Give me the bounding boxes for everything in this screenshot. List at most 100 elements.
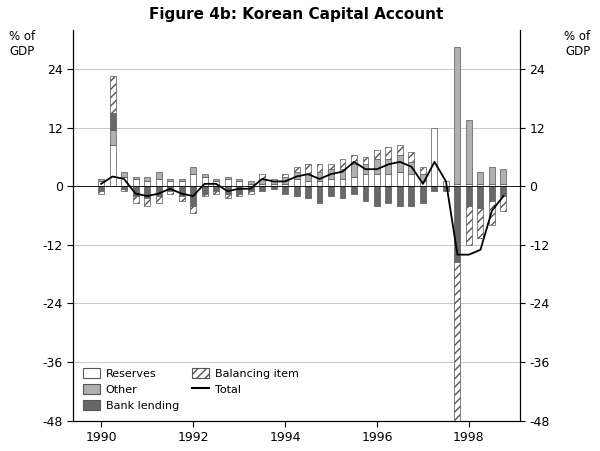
Bar: [431, 128, 437, 186]
Bar: [374, 186, 380, 206]
Bar: [374, 174, 380, 186]
Bar: [362, 164, 368, 174]
Bar: [500, 184, 506, 186]
Bar: [443, 186, 449, 191]
Bar: [133, 186, 139, 196]
Bar: [282, 176, 288, 184]
Bar: [133, 196, 139, 203]
Bar: [362, 157, 368, 164]
Bar: [271, 186, 277, 189]
Bar: [213, 181, 219, 186]
Bar: [190, 186, 196, 206]
Bar: [454, 262, 460, 451]
Bar: [155, 186, 161, 196]
Bar: [409, 152, 415, 162]
Bar: [478, 208, 484, 238]
Bar: [420, 167, 426, 174]
Bar: [489, 184, 495, 186]
Bar: [362, 174, 368, 186]
Bar: [466, 184, 472, 186]
Bar: [351, 176, 357, 186]
Bar: [305, 164, 311, 174]
Bar: [213, 179, 219, 181]
Bar: [420, 186, 426, 203]
Bar: [305, 186, 311, 198]
Bar: [282, 174, 288, 176]
Bar: [236, 181, 242, 186]
Bar: [144, 181, 150, 186]
Bar: [340, 169, 346, 179]
Bar: [155, 196, 161, 203]
Bar: [202, 176, 208, 186]
Bar: [317, 164, 322, 172]
Bar: [282, 186, 288, 193]
Bar: [248, 184, 254, 186]
Bar: [144, 198, 150, 206]
Bar: [409, 162, 415, 174]
Bar: [213, 186, 219, 191]
Bar: [167, 186, 173, 191]
Bar: [133, 176, 139, 179]
Bar: [454, 47, 460, 184]
Bar: [167, 191, 173, 193]
Bar: [409, 186, 415, 206]
Bar: [489, 167, 495, 184]
Bar: [271, 184, 277, 186]
Bar: [133, 179, 139, 186]
Bar: [328, 179, 334, 186]
Y-axis label: % of
GDP: % of GDP: [565, 30, 590, 58]
Bar: [144, 186, 150, 198]
Bar: [489, 201, 495, 226]
Bar: [466, 206, 472, 245]
Bar: [202, 174, 208, 176]
Bar: [224, 193, 230, 198]
Bar: [248, 191, 254, 193]
Bar: [167, 181, 173, 186]
Bar: [500, 196, 506, 211]
Bar: [271, 181, 277, 184]
Bar: [317, 181, 322, 186]
Bar: [340, 179, 346, 186]
Bar: [121, 176, 127, 186]
Title: Figure 4b: Korean Capital Account: Figure 4b: Korean Capital Account: [149, 7, 444, 22]
Bar: [351, 164, 357, 176]
Bar: [420, 174, 426, 181]
Bar: [213, 191, 219, 193]
Bar: [248, 186, 254, 191]
Bar: [351, 186, 357, 193]
Bar: [224, 179, 230, 186]
Bar: [397, 172, 403, 186]
Bar: [362, 186, 368, 201]
Bar: [121, 172, 127, 176]
Bar: [293, 167, 299, 172]
Bar: [478, 186, 484, 208]
Bar: [317, 186, 322, 203]
Bar: [110, 113, 116, 130]
Bar: [190, 167, 196, 174]
Bar: [305, 181, 311, 186]
Bar: [489, 186, 495, 201]
Bar: [305, 174, 311, 181]
Bar: [98, 186, 104, 191]
Bar: [167, 179, 173, 181]
Bar: [409, 174, 415, 186]
Bar: [431, 186, 437, 191]
Bar: [144, 176, 150, 181]
Bar: [224, 176, 230, 179]
Bar: [98, 179, 104, 181]
Legend: Reserves, Other, Bank lending, Balancing item, Total: Reserves, Other, Bank lending, Balancing…: [83, 368, 298, 411]
Bar: [259, 186, 265, 191]
Bar: [478, 172, 484, 184]
Bar: [202, 186, 208, 193]
Bar: [248, 181, 254, 184]
Bar: [397, 155, 403, 172]
Bar: [202, 193, 208, 196]
Bar: [98, 191, 104, 193]
Bar: [259, 179, 265, 184]
Bar: [155, 172, 161, 179]
Bar: [110, 130, 116, 145]
Bar: [420, 181, 426, 186]
Bar: [385, 174, 391, 186]
Bar: [385, 160, 391, 174]
Bar: [121, 189, 127, 191]
